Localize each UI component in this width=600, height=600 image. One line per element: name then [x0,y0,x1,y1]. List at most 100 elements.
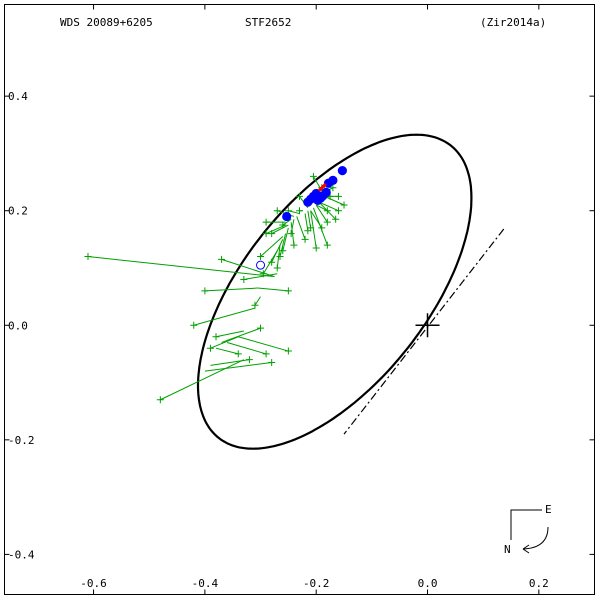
y-tick-label: 0.4 [8,90,28,103]
micrometer-residual-line [318,201,339,212]
micrometer-residual-line [210,336,239,349]
micrometer-residual-line [215,330,244,338]
primary-star-marker [415,313,440,338]
micrometer-residual-line [221,327,261,343]
compass-rose: E N [504,503,552,556]
micrometer-residual-line [312,207,328,246]
speckle-point [328,175,338,185]
micrometer-point [329,184,337,192]
compass-arc [522,526,549,550]
micrometer-point [307,224,315,232]
micrometer-residual-line [315,204,328,212]
micrometer-residual-line [282,218,292,226]
micrometer-point [287,230,295,238]
micrometer-residual-line [271,239,284,263]
micrometer-point [312,244,320,252]
micrometer-point [273,264,281,272]
micrometer-residual-line [257,287,289,292]
wds-id-label: WDS 20089+6205 [60,16,153,29]
micrometer-point [156,396,164,404]
micrometer-residual-line [243,273,278,280]
x-axis-ticks: -0.6 -0.4 -0.2 0.0 0.2 [80,4,549,595]
plot-frame [4,4,595,595]
micrometer-residual-line [271,224,289,235]
micrometer-point [190,321,198,329]
micrometer-point [251,301,259,309]
micrometer-point [284,347,292,355]
micrometer-residual-line [310,210,317,249]
y-tick-label: 0.2 [8,205,28,218]
micrometer-residual-line [227,341,267,355]
micrometer-point [259,270,267,278]
x-tick-label: 0.0 [418,577,438,590]
y-axis-ticks: 0.4 0.2 0.0 -0.2 -0.4 [4,90,595,561]
micrometer-residual-line [324,195,345,206]
micrometer-point [257,253,265,261]
speckle-point [282,211,292,222]
micrometer-residual-line [279,233,287,257]
micrometer-point [340,201,348,209]
micrometer-point [262,218,270,226]
primary-star-layer [415,313,440,338]
speckle-point [337,166,347,176]
y-tick-label: -0.4 [8,548,35,561]
micrometer-point [234,350,242,358]
micrometer-point [218,255,226,263]
compass-arrowhead [522,544,530,554]
micrometer-point [268,230,276,238]
micrometer-residual-line [204,287,258,292]
rejected-observations [256,260,266,270]
micrometer-point [268,359,276,367]
micrometer-residual-line [215,347,239,355]
micrometer-point [268,258,276,266]
micrometer-residual-line [193,307,256,326]
micrometer-residual-line [204,362,272,372]
speckle-observations [282,166,347,222]
micrometer-point [257,324,265,332]
micrometer-point [84,253,92,261]
x-tick-label: 0.2 [529,577,549,590]
micrometer-residual-line [315,204,328,223]
speckle-point [321,187,331,197]
current-position-marker [317,182,327,192]
micrometer-point [332,215,340,223]
micrometer-point [301,235,309,243]
discoverer-label: STF2652 [245,16,291,29]
line-of-nodes [343,228,505,435]
micrometer-point [201,287,209,295]
micrometer-point [240,275,248,283]
micrometer-residual-line [296,216,306,240]
y-tick-label: -0.2 [8,434,35,447]
micrometer-residual-line [282,227,289,251]
micrometer-point [296,207,303,215]
micrometer-point [279,247,287,255]
micrometer-point [290,241,298,249]
micrometer-residual-line [238,336,289,352]
compass-east-label: E [545,503,552,516]
x-tick-label: -0.4 [192,577,219,590]
micrometer-point [206,344,214,352]
micrometer-residual-line [318,201,337,220]
micrometer-residual-line [87,256,275,278]
micrometer-point [262,350,270,358]
current-position-layer [317,182,327,192]
micrometer-residual-line [260,236,284,257]
orbit-layer [196,133,473,450]
micrometer-point [323,241,331,249]
micrometer-point [296,192,303,200]
line-of-nodes-layer [343,228,505,435]
x-tick-label: -0.6 [80,577,107,590]
micrometer-point [245,356,253,364]
micrometer-residual-line [160,359,245,401]
micrometer-point [334,192,342,200]
compass-north-label: N [504,543,511,556]
micrometer-point [212,333,220,341]
micrometer-residual-line [254,296,261,306]
x-tick-label: -0.2 [303,577,330,590]
compass-axes [510,509,542,540]
y-tick-label: 0.0 [8,319,28,332]
micrometer-point [284,287,292,295]
